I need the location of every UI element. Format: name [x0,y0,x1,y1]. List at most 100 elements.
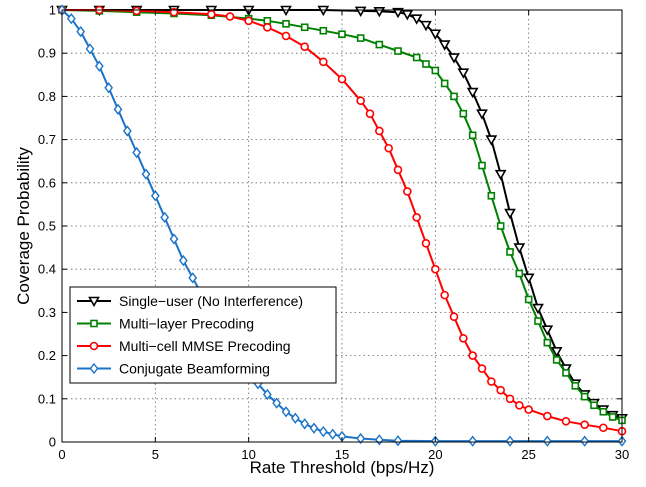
data-point [534,317,542,325]
data-point [420,20,432,32]
data-point [281,406,291,418]
y-tick-label: 0.3 [38,305,56,320]
data-point [448,53,460,64]
data-point [85,43,95,55]
data-point [337,74,347,84]
data-point [132,146,142,159]
data-point [282,20,290,28]
data-point [524,405,533,414]
legend-item: Single−user (No Interference) [77,293,303,309]
data-point [552,356,561,364]
data-point [477,364,487,373]
data-point [421,238,431,248]
data-point [496,385,505,395]
data-point [504,208,516,220]
data-point [542,435,552,447]
legend-swatch-marker [90,319,98,328]
data-point [422,60,430,68]
legend-item: Multi−cell MMSE Precoding [77,338,291,354]
data-point [328,428,338,440]
data-point [476,109,488,120]
legend-swatch-marker [88,296,100,308]
data-point [76,25,86,38]
data-point [300,23,309,32]
data-point [290,412,300,424]
data-point [431,66,440,75]
data-point [244,16,253,26]
series-multi-layer-precoding [58,6,626,425]
data-point [506,248,514,256]
data-point [393,435,403,447]
data-point [459,334,468,343]
data-point [403,187,412,196]
data-point [532,303,544,315]
data-point [300,418,310,430]
data-point [66,12,76,25]
data-point [438,40,451,51]
data-point [188,272,198,284]
data-point [513,243,526,254]
data-point [272,397,282,409]
x-tick-label: 30 [615,447,629,462]
legend-swatch-marker [89,362,99,375]
legend-item: Conjugate Beamforming [77,361,270,377]
data-point [356,96,365,106]
data-point [515,269,524,278]
x-tick-label: 10 [241,447,255,462]
data-point [485,135,498,146]
data-point [608,413,617,421]
data-point [225,12,235,21]
x-tick-label: 20 [428,447,442,462]
data-point [550,346,563,358]
data-point [580,435,590,447]
data-point [524,295,533,304]
y-tick-label: 1 [49,3,56,18]
data-point [375,126,384,136]
data-point [543,411,552,421]
x-tick-label: 25 [521,447,535,462]
data-point [113,103,123,116]
y-tick-label: 0.9 [38,46,56,61]
data-point [561,416,571,426]
data-point [384,143,393,153]
data-point [505,394,515,404]
x-axis-title: Rate Threshold (bps/Hz) [250,458,435,477]
data-point [580,420,589,430]
x-tick-label: 5 [152,447,159,462]
data-point [263,22,272,32]
data-point [459,109,468,118]
data-point [338,30,346,38]
y-tick-label: 0.1 [38,391,56,406]
data-point [599,423,608,433]
data-point [281,31,291,41]
data-point [375,40,384,49]
data-point [394,47,402,55]
y-tick-label: 0.5 [38,219,56,234]
data-point [412,53,421,62]
data-point [309,422,319,434]
data-point [494,169,507,181]
y-tick-label: 0.6 [38,175,56,190]
data-point [401,10,414,21]
data-point [450,92,458,101]
data-point [122,125,132,137]
data-point [356,432,366,445]
data-point [150,190,160,202]
data-point [515,400,524,410]
legend: Single−user (No Interference) Multi−layer… [69,286,337,384]
data-point [104,82,114,94]
data-point [429,29,442,40]
data-point [440,79,449,88]
data-point [431,264,440,274]
data-point [410,14,423,25]
data-point [580,392,589,401]
data-point [466,87,479,99]
x-tick-label: 15 [335,447,349,462]
y-tick-label: 0.4 [38,262,56,277]
data-point [468,351,477,360]
data-point [207,10,216,19]
legend-label: Conjugate Beamforming [119,361,270,377]
legend-label: Multi−cell MMSE Precoding [119,338,291,354]
